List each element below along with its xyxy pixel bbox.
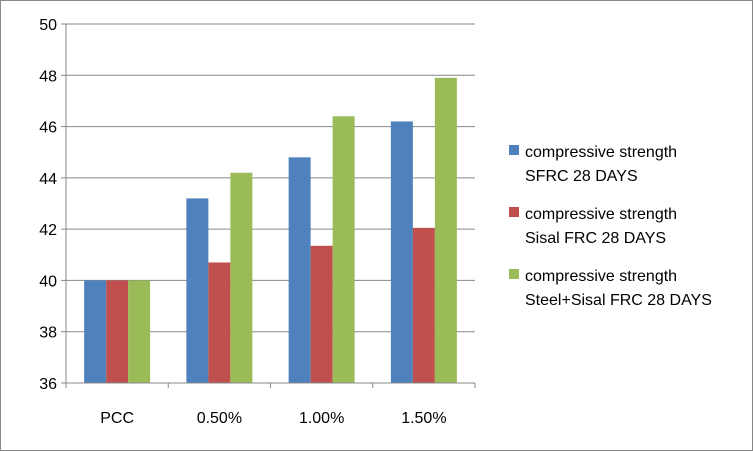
- bar-1-PCC: [84, 280, 107, 383]
- y-tick-label: 50: [39, 17, 57, 34]
- y-tick-labels: 36 38 40 42 44 46 48 50: [39, 17, 57, 393]
- legend-label: Steel+Sisal FRC 28 DAYS: [525, 292, 712, 309]
- bar-1-0.50%: [186, 198, 209, 383]
- bar-3-1.50%: [434, 77, 457, 383]
- x-tick-label: 1.50%: [401, 410, 446, 427]
- legend-label: compressive strength: [525, 144, 677, 161]
- y-tick-label: 46: [39, 120, 57, 137]
- y-tick-label: 40: [39, 273, 57, 290]
- x-tick-label: PCC: [100, 410, 134, 427]
- bar-2-1.50%: [412, 227, 435, 383]
- bar-2-PCC: [106, 280, 129, 383]
- legend-swatch: [509, 145, 519, 155]
- bar-1-1.00%: [288, 157, 311, 383]
- axes: [61, 23, 476, 388]
- legend-label: compressive strength: [525, 206, 677, 223]
- y-tick-label: 36: [39, 376, 57, 393]
- bar-3-1.00%: [332, 116, 355, 384]
- bar-1-1.50%: [390, 121, 413, 383]
- legend-label: SFRC 28 DAYS: [525, 168, 638, 185]
- legend-label: Sisal FRC 28 DAYS: [525, 230, 666, 247]
- bar-3-PCC: [128, 280, 151, 383]
- legend-swatch: [509, 207, 519, 217]
- y-tick-label: 48: [39, 68, 57, 85]
- y-tick-label: 42: [39, 222, 57, 239]
- bar-2-1.00%: [310, 245, 333, 383]
- x-tick-label: 1.00%: [299, 410, 344, 427]
- bar-2-0.50%: [208, 262, 231, 383]
- bar-3-0.50%: [230, 172, 253, 383]
- y-tick-label: 44: [39, 171, 57, 188]
- legend-swatch: [509, 269, 519, 279]
- y-tick-label: 38: [39, 325, 57, 342]
- x-tick-labels: PCC 0.50% 1.00% 1.50%: [100, 410, 446, 427]
- legend: compressive strength SFRC 28 DAYS compress…: [509, 144, 712, 309]
- x-tick-label: 0.50%: [197, 410, 242, 427]
- legend-label: compressive strength: [525, 268, 677, 285]
- bars: [84, 77, 457, 384]
